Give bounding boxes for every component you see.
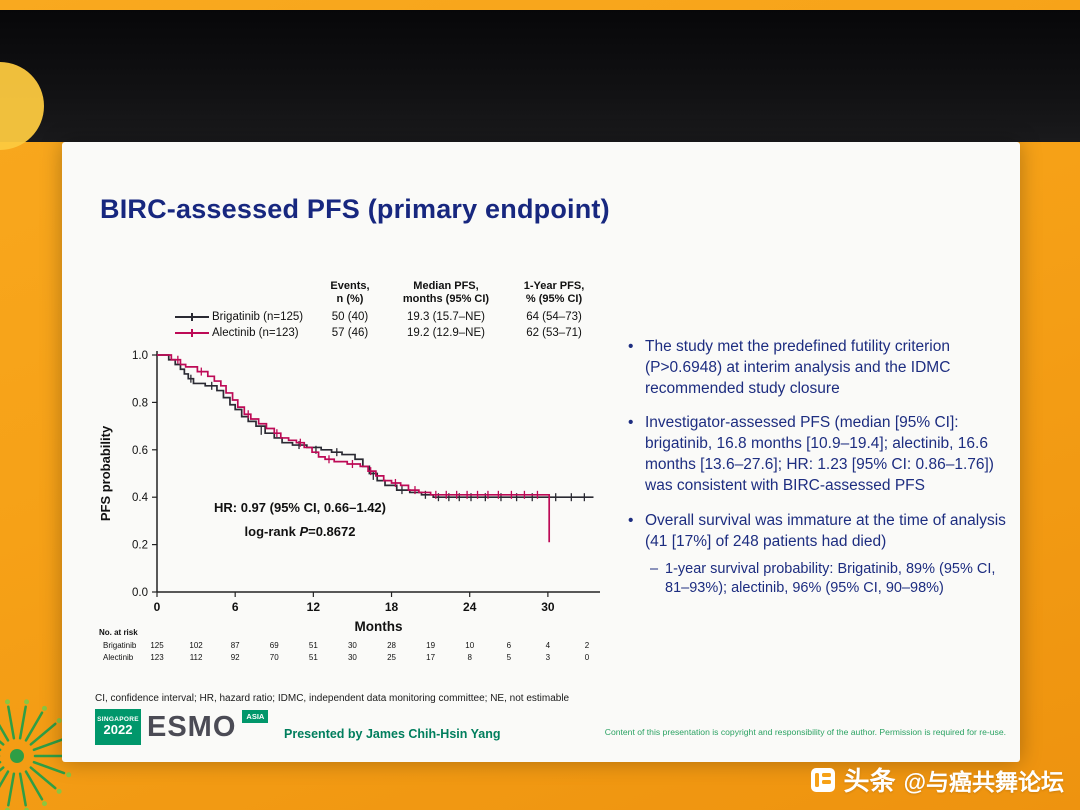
svg-text:28: 28 <box>387 641 396 650</box>
svg-text:30: 30 <box>348 641 357 650</box>
svg-text:70: 70 <box>270 653 279 662</box>
svg-text:1.0: 1.0 <box>132 350 148 362</box>
svg-text:92: 92 <box>231 653 240 662</box>
svg-text:17: 17 <box>426 653 435 662</box>
svg-text:123: 123 <box>150 653 164 662</box>
svg-text:No. at risk: No. at risk <box>99 628 138 637</box>
copyright-notice: Content of this presentation is copyrigh… <box>604 727 1006 737</box>
bullet-marker: • <box>628 511 634 529</box>
bullet-item: • The study met the predefined futility c… <box>628 336 1014 399</box>
watermark-handle: @与癌共舞论坛 <box>903 768 1064 795</box>
svg-text:0.4: 0.4 <box>132 492 149 504</box>
svg-text:25: 25 <box>387 653 396 662</box>
svg-text:HR: 0.97 (95% CI, 0.66–1.42): HR: 0.97 (95% CI, 0.66–1.42) <box>214 500 386 515</box>
bullet-marker: • <box>628 414 634 432</box>
svg-text:69: 69 <box>270 641 279 650</box>
svg-text:8: 8 <box>467 653 472 662</box>
svg-text:24: 24 <box>463 600 477 614</box>
bullet-text: 1-year survival probability: Brigatinib,… <box>665 560 996 597</box>
bullet-item: • Overall survival was immature at the ti… <box>628 510 1014 552</box>
series-line-marker-icon <box>174 328 210 338</box>
series-name: Brigatinib (n=125) <box>212 310 304 323</box>
bullet-item: • Investigator-assessed PFS (median [95% … <box>628 412 1014 496</box>
svg-text:6: 6 <box>232 600 239 614</box>
svg-text:Alectinib: Alectinib <box>103 653 134 662</box>
svg-text:4: 4 <box>546 641 551 650</box>
legend-column-header: 1-Year PFS, % (95% CI) <box>523 280 585 306</box>
bullet-marker: – <box>650 560 659 577</box>
svg-text:0.0: 0.0 <box>132 587 148 599</box>
svg-text:log-rank P=0.8672: log-rank P=0.8672 <box>245 524 356 539</box>
watermark: 头条 @与癌共舞论坛 <box>810 761 1064 798</box>
svg-text:0: 0 <box>154 600 161 614</box>
watermark-brand: 头条 <box>843 766 896 796</box>
one-year-pfs-value: 62 (53–71) <box>526 326 582 339</box>
svg-text:0.2: 0.2 <box>132 540 148 552</box>
median-pfs-value: 19.2 (12.9–NE) <box>407 326 485 339</box>
svg-text:Months: Months <box>355 619 403 634</box>
svg-text:19: 19 <box>426 641 435 650</box>
one-year-pfs-value: 64 (54–73) <box>526 310 582 323</box>
svg-text:51: 51 <box>309 653 318 662</box>
bullet-text: Investigator-assessed PFS (median [95% C… <box>645 414 994 495</box>
svg-text:87: 87 <box>231 641 240 650</box>
svg-text:2: 2 <box>585 641 590 650</box>
presenter-credit: Presented by James Chih-Hsin Yang <box>284 727 501 741</box>
svg-text:PFS probability: PFS probability <box>98 425 113 521</box>
svg-text:3: 3 <box>546 653 551 662</box>
logo-location: SINGAPORE <box>97 716 139 724</box>
esmo-asia-badge: ASIA <box>242 710 269 723</box>
bullet-marker: • <box>628 338 634 355</box>
svg-text:Brigatinib: Brigatinib <box>103 641 137 650</box>
bullet-text: The study met the predefined futility cr… <box>645 338 951 398</box>
svg-text:112: 112 <box>190 653 203 662</box>
svg-text:12: 12 <box>307 600 321 614</box>
svg-text:18: 18 <box>385 600 399 614</box>
sub-bullet-item: –1-year survival probability: Brigatinib… <box>628 560 1014 599</box>
esmo-wordmark: ESMO <box>147 711 237 743</box>
esmo-asia-logo: SINGAPORE 2022 ESMO ASIA <box>95 709 269 745</box>
legend-column-header: Median PFS, months (95% CI) <box>402 280 490 306</box>
slide-title: BIRC-assessed PFS (primary endpoint) <box>100 194 610 224</box>
events-value: 50 (40) <box>331 310 369 323</box>
svg-text:10: 10 <box>465 641 474 650</box>
pfs-summary-table: Events, n (%) Median PFS, months (95% CI)… <box>174 280 606 339</box>
bullet-text: Overall survival was immature at the tim… <box>645 511 1006 550</box>
abbreviations-footnote: CI, confidence interval; HR, hazard rati… <box>95 693 570 704</box>
svg-text:30: 30 <box>541 600 555 614</box>
median-pfs-value: 19.3 (15.7–NE) <box>407 310 485 323</box>
svg-text:102: 102 <box>189 641 203 650</box>
events-value: 57 (46) <box>331 326 369 339</box>
svg-text:0.6: 0.6 <box>132 445 148 457</box>
legend-column-header: Events, n (%) <box>330 280 370 306</box>
svg-text:0.8: 0.8 <box>132 397 148 409</box>
svg-text:0: 0 <box>585 653 590 662</box>
series-line-marker-icon <box>174 312 210 322</box>
svg-text:6: 6 <box>507 641 512 650</box>
key-findings-bullets: • The study met the predefined futility c… <box>628 336 1014 599</box>
series-name: Alectinib (n=123) <box>212 326 299 339</box>
svg-text:125: 125 <box>150 641 164 650</box>
screen-dark-band <box>0 10 1080 142</box>
svg-text:30: 30 <box>348 653 357 662</box>
toutiao-logo-icon <box>810 767 835 792</box>
svg-text:51: 51 <box>309 641 318 650</box>
presentation-slide: BIRC-assessed PFS (primary endpoint) Eve… <box>62 142 1020 762</box>
logo-year: 2022 <box>103 722 133 738</box>
svg-text:5: 5 <box>507 653 512 662</box>
esmo-singapore-badge: SINGAPORE 2022 <box>95 709 141 745</box>
